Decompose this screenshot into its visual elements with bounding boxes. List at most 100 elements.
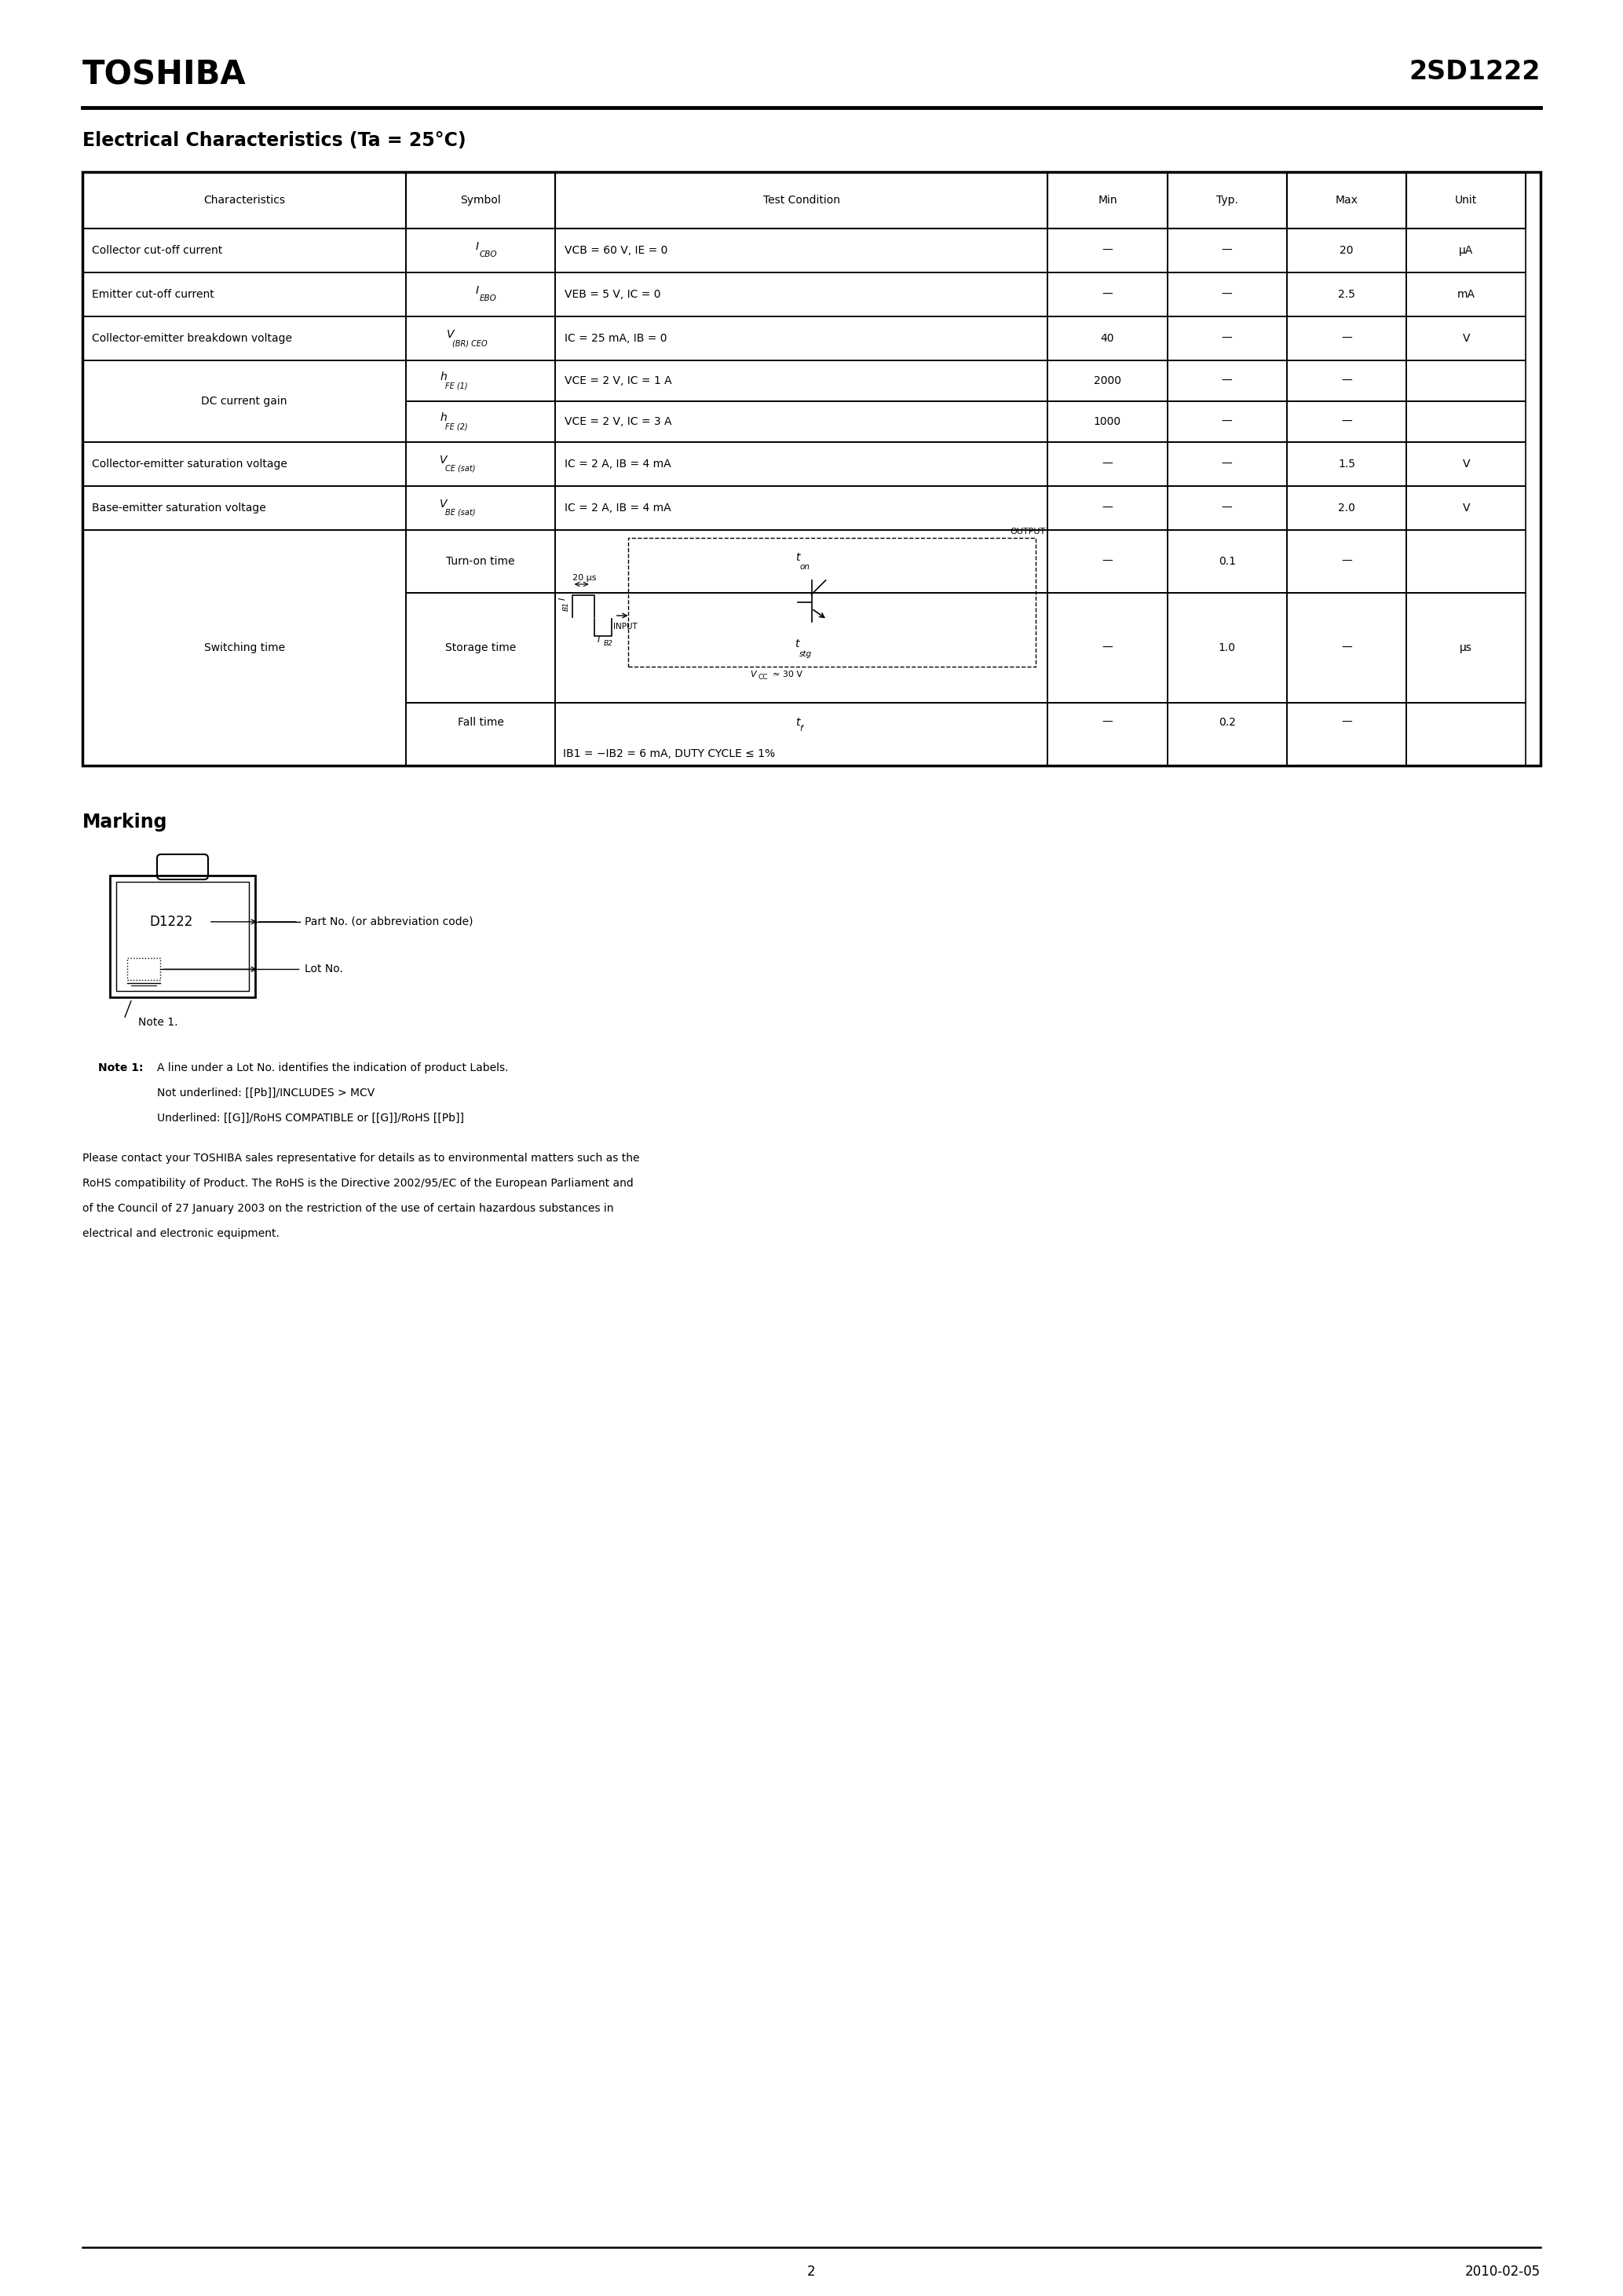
Text: ≈ 30 V: ≈ 30 V	[773, 670, 802, 677]
Bar	[1407, 402, 1526, 443]
Text: IC = 25 mA, IB = 0: IC = 25 mA, IB = 0	[565, 333, 667, 344]
Bar	[1407, 443, 1526, 487]
Text: OUTPUT: OUTPUT	[1011, 528, 1045, 535]
Bar	[555, 592, 1048, 703]
Bar	[555, 530, 1048, 592]
Bar	[1048, 360, 1167, 402]
Text: 20: 20	[1339, 246, 1354, 255]
Text: mA: mA	[1457, 289, 1475, 301]
Text: Test Condition: Test Condition	[763, 195, 839, 207]
Text: Unit: Unit	[1456, 195, 1477, 207]
Text: INPUT: INPUT	[613, 622, 638, 631]
Text: h: h	[440, 372, 446, 383]
Text: —: —	[1102, 503, 1113, 514]
Text: Base-emitter saturation voltage: Base-emitter saturation voltage	[93, 503, 266, 514]
Bar	[1167, 592, 1287, 703]
Text: Characteristics: Characteristics	[203, 195, 286, 207]
Text: 2010-02-05: 2010-02-05	[1466, 2264, 1540, 2278]
Bar	[1287, 172, 1407, 230]
Text: 40: 40	[1100, 333, 1115, 344]
Text: CC: CC	[758, 675, 768, 682]
Text: electrical and electronic equipment.: electrical and electronic equipment.	[83, 1228, 279, 1240]
Bar	[83, 317, 406, 360]
Bar	[83, 172, 406, 230]
Text: —: —	[1222, 246, 1232, 255]
Bar	[555, 703, 1048, 765]
Bar	[628, 537, 1035, 666]
Text: —: —	[1222, 503, 1232, 514]
Text: B2: B2	[604, 641, 613, 647]
Text: TOSHIBA: TOSHIBA	[83, 60, 247, 92]
Bar	[1407, 592, 1526, 703]
Text: —: —	[1341, 416, 1352, 427]
Text: V: V	[1462, 459, 1470, 471]
Text: Lot No.: Lot No.	[305, 964, 342, 976]
Bar	[83, 487, 406, 530]
Text: CE (sat): CE (sat)	[445, 464, 476, 473]
Text: f: f	[800, 726, 802, 732]
Text: stg: stg	[799, 650, 812, 659]
Bar	[1048, 172, 1167, 230]
Bar	[1407, 530, 1526, 592]
Text: BE (sat): BE (sat)	[445, 510, 476, 517]
Text: V: V	[440, 498, 446, 510]
Text: t: t	[795, 716, 800, 728]
Text: —: —	[1341, 643, 1352, 654]
Bar	[1287, 530, 1407, 592]
Text: Symbol: Symbol	[461, 195, 502, 207]
Bar	[555, 230, 1048, 273]
Bar	[1048, 317, 1167, 360]
Text: —: —	[1341, 333, 1352, 344]
Text: —: —	[1222, 333, 1232, 344]
Bar	[555, 360, 1048, 402]
Bar	[1048, 487, 1167, 530]
Bar	[1048, 230, 1167, 273]
Text: FE (1): FE (1)	[445, 381, 467, 390]
Bar	[1167, 317, 1287, 360]
Bar	[555, 402, 1048, 443]
Text: 2.0: 2.0	[1337, 503, 1355, 514]
Text: t: t	[795, 551, 800, 563]
Bar	[1407, 317, 1526, 360]
Bar	[1287, 592, 1407, 703]
Bar	[406, 443, 555, 487]
Bar	[406, 592, 555, 703]
Text: RoHS compatibility of Product. The RoHS is the Directive 2002/95/EC of the Europ: RoHS compatibility of Product. The RoHS …	[83, 1178, 633, 1189]
Text: 1.5: 1.5	[1337, 459, 1355, 471]
Text: FE (2): FE (2)	[445, 422, 467, 429]
Bar	[1287, 273, 1407, 317]
Bar	[406, 273, 555, 317]
Bar	[1287, 360, 1407, 402]
Bar	[406, 487, 555, 530]
Text: 20 μs: 20 μs	[573, 574, 596, 581]
Bar	[1167, 530, 1287, 592]
Text: I: I	[558, 597, 566, 599]
Bar	[83, 530, 406, 765]
Bar	[1048, 703, 1167, 765]
Bar	[406, 402, 555, 443]
Text: Underlined: [[G]]/RoHS COMPATIBLE or [[G]]/RoHS [[Pb]]: Underlined: [[G]]/RoHS COMPATIBLE or [[G…	[157, 1114, 464, 1123]
Bar	[1167, 703, 1287, 765]
Text: I: I	[476, 241, 479, 253]
Text: IC = 2 A, IB = 4 mA: IC = 2 A, IB = 4 mA	[565, 503, 670, 514]
Text: —: —	[1102, 246, 1113, 255]
Bar	[83, 172, 1540, 765]
Text: Marking: Marking	[83, 813, 167, 831]
Text: IC = 2 A, IB = 4 mA: IC = 2 A, IB = 4 mA	[565, 459, 670, 471]
Text: V: V	[1462, 333, 1470, 344]
Bar	[1407, 172, 1526, 230]
Text: 2000: 2000	[1094, 374, 1121, 386]
Text: h: h	[440, 413, 446, 422]
Text: —: —	[1102, 459, 1113, 471]
Text: μs: μs	[1461, 643, 1472, 654]
Text: —: —	[1222, 459, 1232, 471]
Bar	[1287, 443, 1407, 487]
Text: Max: Max	[1336, 195, 1358, 207]
Text: Switching time: Switching time	[204, 643, 284, 654]
Text: 2.5: 2.5	[1337, 289, 1355, 301]
Bar	[555, 273, 1048, 317]
Text: —: —	[1341, 716, 1352, 728]
Text: IB1 = −IB2 = 6 mA, DUTY CYCLE ≤ 1%: IB1 = −IB2 = 6 mA, DUTY CYCLE ≤ 1%	[563, 748, 774, 760]
Bar	[555, 172, 1048, 230]
Bar	[117, 882, 248, 992]
